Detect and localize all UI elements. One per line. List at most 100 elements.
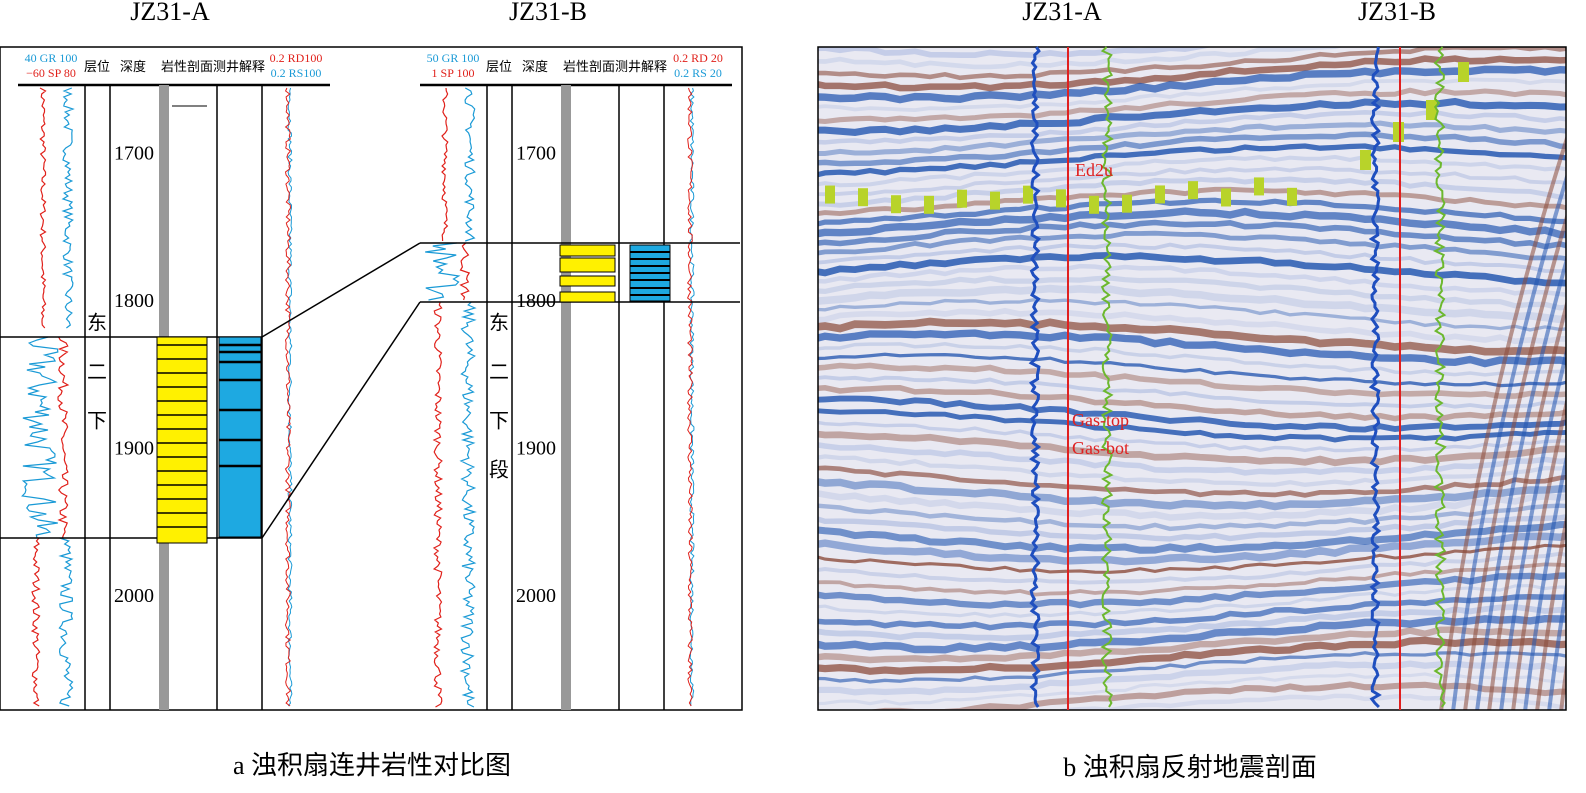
seismic-reflector	[818, 47, 1249, 59]
rs-header: 0.2 RS 20	[674, 66, 722, 80]
seismic-reflector	[818, 87, 1566, 125]
rd-curve	[686, 87, 694, 707]
log-trace	[1100, 46, 1114, 708]
horizon-dash	[1254, 177, 1264, 196]
seismic-reflector	[818, 176, 1566, 208]
seismic-reflector	[818, 532, 1566, 566]
rd-header: 0.2 RD100	[270, 51, 323, 65]
sand	[559, 244, 616, 257]
horizon-dash	[1287, 187, 1297, 206]
undefined: JZ31-A	[130, 0, 210, 26]
seismic-section	[818, 40, 1586, 720]
seismic-reflector	[818, 120, 1566, 157]
horizon-dash	[957, 189, 967, 208]
seismic-reflector	[818, 562, 1566, 597]
seismic-reflector	[818, 584, 1566, 618]
seismic-reflector	[818, 490, 1566, 521]
gr-curve	[459, 301, 477, 708]
seismic-reflector	[818, 154, 1566, 188]
seismic-reflector	[1499, 346, 1566, 710]
gr-curve	[58, 537, 74, 707]
undefined: 2000	[114, 585, 154, 607]
seismic-reflector	[1475, 255, 1566, 710]
undefined: 东	[87, 312, 107, 335]
column-header: 层位	[84, 59, 110, 74]
seismic-reflector	[818, 47, 1344, 70]
column-header: 深度	[120, 59, 146, 74]
horizon-dash	[1023, 185, 1033, 204]
seismic-reflector	[818, 352, 1566, 388]
horizon-dash	[1426, 100, 1437, 120]
seismic-reflector	[818, 297, 1566, 332]
seismic-reflector	[818, 55, 1566, 92]
seismic-reflector	[818, 242, 1566, 273]
seismic-reflector	[1572, 40, 1586, 720]
seismic-reflector	[818, 197, 1566, 227]
seismic-reflector	[818, 207, 1566, 239]
sp-curve	[57, 336, 70, 539]
seismic-reflector	[818, 307, 1566, 345]
seismic-reflector	[818, 420, 1566, 453]
seismic-reflector	[818, 636, 1566, 675]
seismic-reflector	[818, 604, 1566, 642]
horizon-dash	[858, 188, 868, 207]
gr-curve	[61, 87, 75, 329]
seismic-reflector	[818, 263, 1566, 297]
seismic-reflector	[818, 230, 1566, 262]
undefined: 二	[489, 362, 509, 384]
undefined: 下	[489, 411, 509, 433]
seismic-reflector	[818, 342, 1566, 377]
undefined: JZ31-B	[1358, 0, 1436, 26]
rd-curve	[284, 87, 292, 707]
seismic-reflector	[818, 143, 1566, 178]
column-header: 深度	[522, 59, 548, 74]
sp-header: 1 SP 100	[432, 66, 475, 80]
seismic-reflector	[1439, 134, 1566, 710]
horizon-dash	[891, 195, 901, 214]
column-header: 岩性剖面	[161, 59, 213, 74]
sand	[156, 336, 208, 544]
seismic-reflector	[818, 329, 1566, 368]
seismic-label: Ed2u	[1075, 160, 1113, 180]
rs-header: 0.2 RS100	[271, 66, 322, 80]
sp-header: −60 SP 80	[26, 66, 76, 80]
column-header: 层位	[486, 59, 512, 74]
seismic-reflector	[1487, 299, 1566, 710]
undefined: 1900	[516, 438, 556, 460]
rd-header: 0.2 RD 20	[673, 51, 723, 65]
sp-curve	[432, 301, 444, 708]
undefined: 1800	[114, 290, 154, 312]
undefined: 二	[87, 362, 107, 384]
seismic-reflector	[1511, 397, 1566, 710]
seismic-reflector	[1535, 511, 1566, 710]
seismic-reflector	[1451, 173, 1566, 710]
seismic-reflector	[818, 385, 1566, 422]
seismic-reflector	[818, 465, 1566, 498]
seismic-reflector	[818, 131, 1566, 167]
undefined: 2000	[516, 585, 556, 607]
horizon-dash	[1360, 150, 1371, 170]
undefined: 1700	[516, 143, 556, 165]
seismic-reflector	[818, 362, 1566, 399]
sp-curve	[441, 87, 449, 242]
horizon-dash	[1393, 122, 1404, 142]
column-header: 测井解释	[213, 59, 265, 74]
gr-curve	[21, 336, 59, 539]
log-trace	[1432, 46, 1447, 708]
interp	[218, 336, 262, 538]
horizon-dash	[1155, 185, 1165, 204]
panel-a-frame	[0, 46, 743, 711]
sand	[559, 275, 616, 287]
seismic-reflector	[818, 317, 1566, 356]
gr-header: 40 GR 100	[25, 51, 78, 65]
seismic-reflector	[818, 514, 1566, 542]
sp-curve	[459, 242, 471, 301]
sand	[559, 291, 616, 303]
seismic-reflector	[818, 165, 1566, 197]
line	[261, 242, 421, 338]
undefined: 1700	[114, 143, 154, 165]
seismic-reflector	[818, 520, 1566, 554]
seismic-reflector	[818, 454, 1566, 487]
seismic-reflector	[818, 275, 1566, 311]
undefined: 段	[489, 459, 509, 482]
